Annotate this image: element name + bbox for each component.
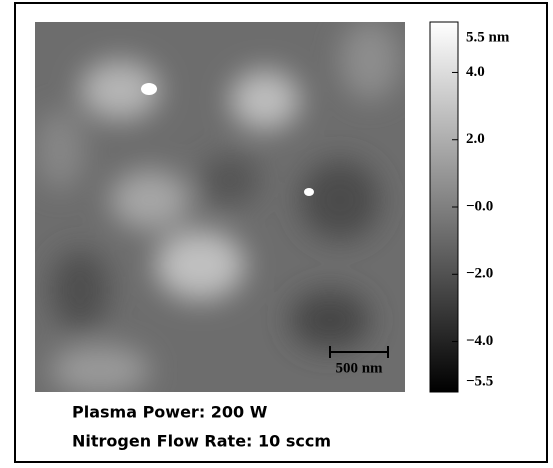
colorbar-tick-label: −2.0 <box>466 266 493 282</box>
caption-line: Plasma Power: 200 W <box>72 403 268 422</box>
scale-bar-label: 500 nm <box>335 360 383 376</box>
afm-image <box>35 22 405 392</box>
colorbar-tick-label: 4.0 <box>466 64 485 80</box>
colorbar-tick-label: 2.0 <box>466 131 485 147</box>
colorbar-tick-label: −5.5 <box>466 373 493 389</box>
colorbar-tick-label: −4.0 <box>466 333 493 349</box>
colorbar-tick-label: 5.5 nm <box>466 29 510 45</box>
caption-line: Nitrogen Flow Rate: 10 sccm <box>72 432 331 451</box>
colorbar-tick-label: −0.0 <box>466 198 493 214</box>
